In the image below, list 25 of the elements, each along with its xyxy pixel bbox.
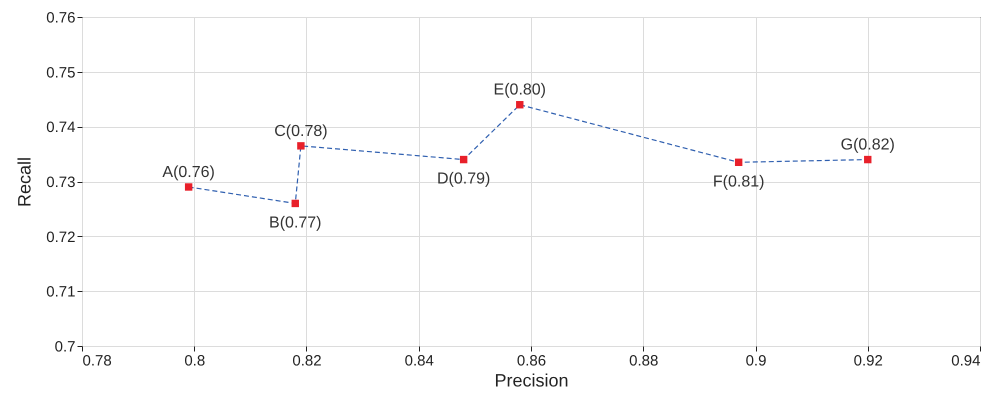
- x-tick-label: 0.84: [404, 352, 434, 370]
- y-tick-label: 0.74: [46, 119, 76, 136]
- y-tick-label: 0.72: [46, 228, 76, 246]
- x-tick-label: 0.86: [516, 352, 546, 370]
- annotation: F(0.81): [712, 173, 764, 190]
- x-tick-label: 0.82: [292, 352, 322, 370]
- annotation: C(0.78): [274, 122, 328, 140]
- x-tick-label: 0.78: [82, 352, 112, 370]
- y-tick-label: 0.7: [54, 338, 76, 356]
- x-tick-label: 0.92: [854, 352, 883, 370]
- annotation: A(0.76): [162, 164, 215, 181]
- y-tick-label: 0.71: [46, 284, 76, 301]
- y-tick-label: 0.75: [46, 64, 76, 82]
- x-axis-title: Precision: [494, 370, 569, 390]
- x-tick-label: 0.9: [746, 352, 766, 370]
- annotation: G(0.82): [840, 136, 895, 154]
- x-tick-label: 0.8: [184, 352, 206, 370]
- x-tick-label: 0.88: [629, 352, 658, 370]
- annotation: D(0.79): [436, 170, 490, 188]
- annotation: E(0.80): [494, 82, 546, 99]
- x-tick-label: 0.94: [951, 352, 980, 370]
- y-tick-label: 0.73: [46, 174, 76, 191]
- y-tick-label: 0.76: [46, 10, 76, 26]
- y-axis-title: Recall: [14, 156, 34, 208]
- annotation: B(0.77): [269, 214, 322, 232]
